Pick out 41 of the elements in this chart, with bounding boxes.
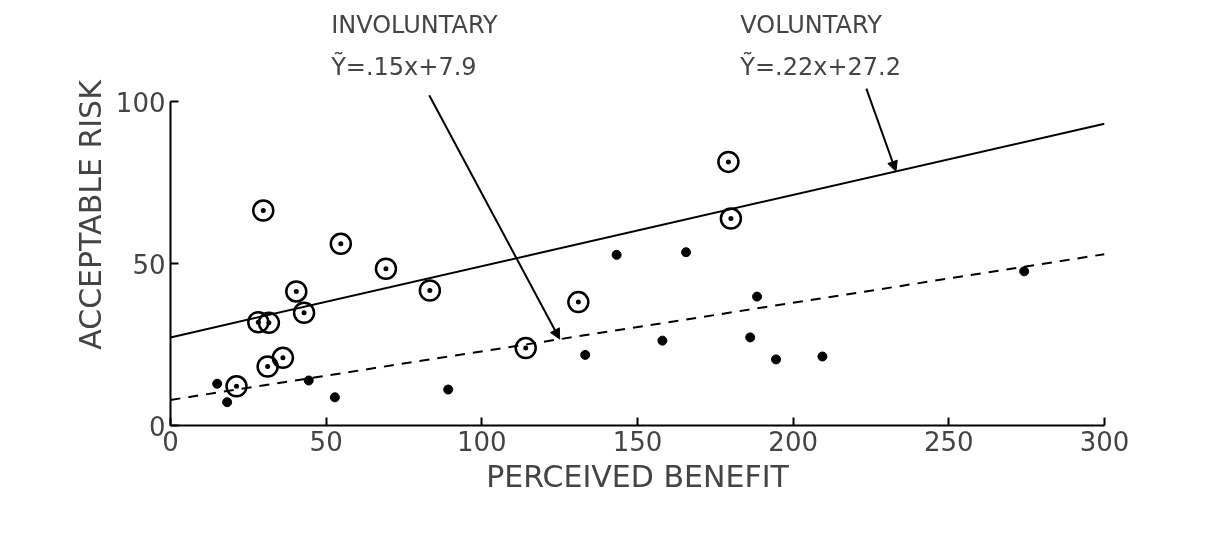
- point: [285, 280, 308, 303]
- y-tick-label: 100: [115, 87, 166, 118]
- point: [817, 351, 828, 362]
- point: [1019, 266, 1030, 277]
- x-tick-label: 50: [309, 426, 343, 457]
- point: [611, 249, 622, 260]
- point: [681, 247, 692, 258]
- point: [657, 335, 668, 346]
- y-tick-label: 50: [132, 249, 166, 280]
- point: [771, 354, 782, 365]
- point: [329, 392, 340, 403]
- point: [567, 290, 590, 314]
- point: [514, 336, 537, 360]
- annotation: VOLUNTARY Ỹ=.22x+27.2: [739, 10, 901, 81]
- point: [752, 291, 763, 302]
- point: [271, 346, 295, 370]
- point: [418, 279, 442, 302]
- point: [329, 232, 353, 256]
- point: [256, 355, 279, 378]
- x-tick-label: 300: [1079, 426, 1130, 457]
- point: [580, 349, 591, 360]
- point: [252, 199, 275, 222]
- point: [222, 397, 233, 408]
- x-tick-label: 100: [457, 426, 507, 457]
- point: [225, 375, 248, 398]
- x-tick-label: 200: [768, 426, 818, 457]
- point: [717, 150, 740, 174]
- point: [374, 257, 398, 280]
- point: [257, 311, 281, 335]
- point: [303, 375, 314, 386]
- annotation: INVOLUNTARY Ỹ=.15x+7.9: [330, 10, 499, 81]
- x-tick-label: 150: [612, 426, 663, 457]
- point: [292, 301, 316, 325]
- x-axis-title: PERCEIVED BENEFIT: [486, 458, 790, 494]
- point: [719, 207, 743, 230]
- point: [745, 332, 756, 343]
- point: [247, 310, 270, 334]
- y-axis-title: ACCEPTABLE RISK: [72, 78, 108, 350]
- x-tick-label: 250: [924, 426, 974, 457]
- point: [443, 384, 454, 395]
- point: [212, 378, 223, 389]
